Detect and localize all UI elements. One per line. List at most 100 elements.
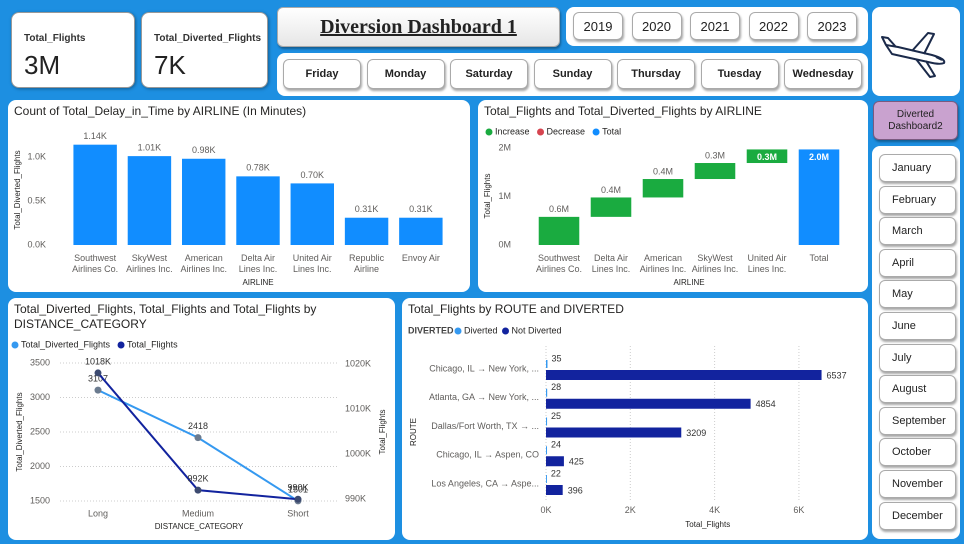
- year-button[interactable]: 2021: [690, 12, 740, 40]
- legend-marker: [11, 341, 19, 349]
- legend-marker: [485, 128, 493, 136]
- month-button[interactable]: July: [879, 343, 956, 372]
- year-button[interactable]: 2023: [807, 12, 857, 40]
- chart-title: Count of Total_Delay_in_Time by AIRLINE …: [14, 104, 307, 118]
- data-label: 25: [551, 411, 561, 421]
- month-button[interactable]: October: [879, 438, 956, 467]
- axis-title: Total_Diverted_Flights: [13, 150, 22, 229]
- data-label: 2.0M: [809, 152, 829, 162]
- weekday-button[interactable]: Monday: [366, 59, 445, 89]
- month-button[interactable]: September: [879, 406, 956, 435]
- bar: [73, 144, 117, 245]
- page-title: Diversion Dashboard 1: [277, 7, 560, 47]
- x-tick-label-box: Republic Airline: [349, 253, 385, 274]
- month-button[interactable]: March: [879, 217, 956, 246]
- legend-marker: [502, 327, 510, 335]
- month-button[interactable]: December: [879, 501, 956, 530]
- weekday-button[interactable]: Saturday: [450, 59, 528, 89]
- x-tick-label: Total: [809, 253, 829, 263]
- weekday-button[interactable]: Wednesday: [784, 59, 862, 89]
- data-label: 0.31K: [409, 204, 433, 214]
- y2-tick-label: 1000K: [345, 448, 371, 458]
- data-label: 1018K: [85, 356, 111, 366]
- bar: [399, 217, 443, 245]
- chart-title: Total_Flights and Total_Diverted_Flights…: [484, 104, 762, 118]
- weekday-button[interactable]: Thursday: [617, 59, 695, 89]
- point: [294, 495, 302, 503]
- y-tick-label: 1500: [30, 495, 50, 505]
- x-tick-label: Southwest Airlines Co.: [535, 253, 582, 274]
- month-button[interactable]: June: [879, 312, 956, 340]
- data-label: 2418: [188, 421, 208, 431]
- y-tick-label: 2M: [498, 142, 511, 152]
- x-tick-label: Short: [287, 508, 309, 518]
- chart-panel: 1500 2000 2500 3000 3500 990K 1000K 1010K 1020K T…: [8, 298, 395, 540]
- bar: [798, 149, 840, 245]
- legend-label: Increase: [495, 126, 530, 136]
- month-button[interactable]: January: [879, 154, 956, 182]
- legend-title: DIVERTED: [408, 325, 454, 335]
- x-tick-label: 4K: [709, 505, 720, 515]
- kpi-card: Total_Flights 3M: [11, 12, 135, 88]
- logo-box: [872, 7, 960, 96]
- weekday-button[interactable]: Friday: [283, 59, 361, 89]
- month-slicer: January February March April May June July Augu…: [872, 146, 960, 539]
- data-label: 24: [551, 440, 561, 450]
- y-tick-label: Los Angeles, CA → Aspe...: [431, 478, 539, 488]
- x-tick-label: United Air Lines Inc.: [747, 253, 787, 274]
- data-label: 0.3M: [757, 152, 777, 162]
- point: [194, 434, 202, 442]
- x-tick-label-box: Southwest Airlines Co.: [72, 253, 118, 274]
- y2-tick-label: 1010K: [345, 403, 371, 413]
- kpi-card: Total_Diverted_Flights 7K: [141, 12, 268, 88]
- legend-label: Diverted: [464, 325, 498, 335]
- bar: [538, 216, 580, 245]
- legend-marker: [537, 128, 545, 136]
- month-button[interactable]: November: [879, 470, 956, 498]
- axis-title: AIRLINE: [242, 278, 273, 287]
- weekday-button[interactable]: Tuesday: [700, 59, 779, 89]
- x-tick-label-box: SkyWest Airlines Inc.: [126, 253, 173, 274]
- data-label: 3107: [88, 373, 108, 383]
- data-label: 1.14K: [83, 131, 107, 141]
- x-tick-label: SkyWest Airlines Inc.: [126, 253, 173, 274]
- year-button[interactable]: 2020: [631, 12, 682, 40]
- point: [94, 386, 102, 394]
- legend-label: Total_Diverted_Flights: [21, 339, 111, 349]
- x-tick-label-box: United Air Lines Inc.: [293, 253, 332, 274]
- bar: [290, 183, 334, 245]
- x-tick-label: Delta Air Lines Inc.: [591, 253, 631, 274]
- data-label: 396: [568, 485, 583, 495]
- bar: [546, 417, 548, 426]
- axis-title: AIRLINE: [673, 278, 704, 287]
- y-tick-label: Chicago, IL → New York, ...: [429, 363, 539, 373]
- data-label: 0.6M: [549, 204, 569, 214]
- data-label: 0.4M: [653, 166, 673, 176]
- x-tick-label: Republic Airline: [349, 253, 385, 274]
- waterfall-chart: 0M 1M 2M Increase Decrease Total 0.6M Southwest…: [483, 126, 840, 287]
- bar: [546, 398, 751, 409]
- bar: [590, 197, 632, 217]
- year-button[interactable]: 2019: [573, 12, 623, 40]
- x-tick-label-box: Envoy Air: [402, 253, 440, 263]
- data-label: 22: [551, 468, 561, 478]
- legend-marker: [117, 341, 125, 349]
- x-tick-label-box: SkyWest Airlines Inc.: [692, 253, 739, 274]
- chart-panel: 0.0K 0.5K 1.0K 1.14K Southwest Airlines Co. 1…: [8, 100, 470, 292]
- month-button[interactable]: April: [879, 248, 956, 277]
- year-button[interactable]: 2022: [748, 12, 799, 40]
- month-button[interactable]: May: [879, 280, 956, 309]
- month-button[interactable]: August: [879, 375, 956, 404]
- bar: [546, 485, 563, 495]
- data-label: 0.4M: [601, 185, 621, 195]
- airplane: [881, 32, 946, 78]
- y-tick-label: Chicago, IL → Aspen, CO: [436, 450, 539, 460]
- bar: [694, 163, 736, 180]
- weekday-button[interactable]: Sunday: [533, 59, 612, 89]
- x-tick-label: American Airlines Inc.: [180, 253, 227, 274]
- data-label: 35: [551, 353, 561, 363]
- data-label: 0.70K: [301, 170, 325, 180]
- nav-button[interactable]: Diverted Dashboard2: [873, 101, 958, 140]
- month-button[interactable]: February: [879, 185, 956, 214]
